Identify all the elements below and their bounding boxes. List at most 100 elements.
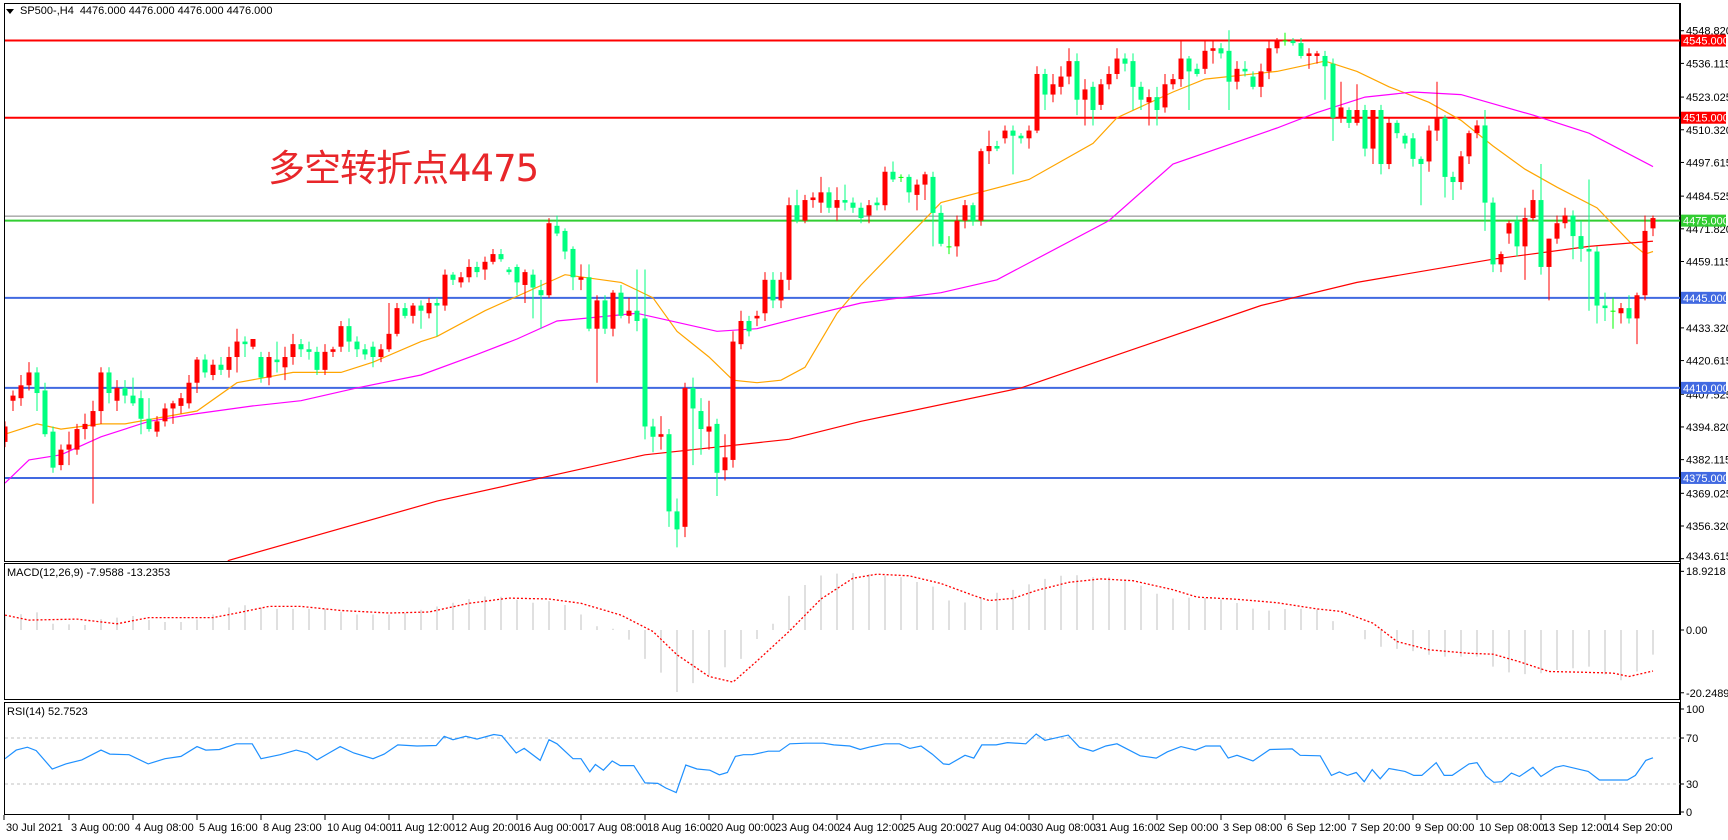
candle-body xyxy=(1098,84,1104,105)
time-label: 31 Aug 16:00 xyxy=(1095,822,1160,834)
candle-body xyxy=(378,349,384,358)
candle-body xyxy=(1074,61,1080,100)
candle-body xyxy=(554,225,560,234)
candle xyxy=(506,266,512,275)
candle-body xyxy=(1298,43,1304,56)
candle xyxy=(810,192,816,208)
candle xyxy=(1210,40,1216,64)
candle xyxy=(170,400,176,424)
candle-body xyxy=(1290,40,1296,44)
candle-body xyxy=(10,395,16,401)
candle-body xyxy=(1186,58,1192,72)
candle-body xyxy=(434,302,440,306)
candle xyxy=(314,346,320,376)
candle xyxy=(50,426,56,473)
candle xyxy=(394,302,400,337)
candle-body xyxy=(1194,68,1200,74)
candle-body xyxy=(394,308,400,334)
candle xyxy=(250,338,256,350)
candle xyxy=(1194,63,1200,77)
candle xyxy=(1242,61,1248,77)
candle xyxy=(586,264,592,332)
candle-body xyxy=(714,423,720,473)
candle xyxy=(290,333,296,365)
candle xyxy=(562,228,568,260)
candle-body xyxy=(234,341,240,358)
candle-body xyxy=(922,174,928,185)
candle xyxy=(906,174,912,203)
candle-body xyxy=(890,171,896,180)
dropdown-triangle-icon[interactable] xyxy=(6,8,14,14)
candle-body xyxy=(226,357,232,370)
candle xyxy=(1554,215,1560,244)
candle xyxy=(98,367,104,424)
candle xyxy=(602,295,608,334)
level-price-tag xyxy=(1681,111,1726,124)
candle xyxy=(466,259,472,283)
candle-body xyxy=(290,344,296,358)
candle-body xyxy=(906,176,912,193)
candle xyxy=(970,202,976,226)
candle-body xyxy=(1610,310,1616,312)
candle xyxy=(498,248,504,262)
symbol-timeframe: SP500-,H4 xyxy=(20,5,74,17)
candle xyxy=(402,302,408,319)
candle-body xyxy=(642,318,648,427)
candle-body xyxy=(1554,223,1560,239)
candle xyxy=(1258,63,1264,98)
time-label: 24 Aug 12:00 xyxy=(839,822,904,834)
candle xyxy=(858,202,864,224)
candle-body xyxy=(1602,305,1608,309)
time-label: 5 Aug 16:00 xyxy=(199,822,258,834)
time-label: 23 Aug 04:00 xyxy=(775,822,840,834)
candle xyxy=(1378,104,1384,175)
candle-body xyxy=(1386,122,1392,165)
candle-body xyxy=(1146,97,1152,103)
candle xyxy=(1314,50,1320,64)
rsi-pane-frame xyxy=(4,702,1680,815)
candle xyxy=(242,336,248,358)
candle-body xyxy=(90,411,96,427)
candle-body xyxy=(346,326,352,342)
candle-body xyxy=(946,246,952,248)
candle xyxy=(1538,164,1544,275)
candle-body xyxy=(170,403,176,409)
candle-body xyxy=(690,387,696,409)
candle-body xyxy=(1618,308,1624,314)
candle-body xyxy=(5,426,8,442)
candle-body xyxy=(466,266,472,278)
level-price-label: 4475.000 xyxy=(1683,216,1728,228)
candle xyxy=(1322,50,1328,100)
time-label: 3 Aug 00:00 xyxy=(71,822,130,834)
candle xyxy=(1290,37,1296,46)
candle xyxy=(930,171,936,247)
candle xyxy=(762,272,768,321)
candle xyxy=(338,320,344,352)
candle-body xyxy=(786,205,792,280)
time-label: 3 Sep 08:00 xyxy=(1223,822,1282,834)
candle xyxy=(34,367,40,412)
candle-body xyxy=(802,200,808,221)
candle-body xyxy=(322,351,328,370)
price-tick-label: 4343.615 xyxy=(1686,551,1728,563)
candle-body xyxy=(810,197,816,201)
rsi-axis-label: 70 xyxy=(1686,733,1698,745)
candle-body xyxy=(1626,308,1632,319)
candle xyxy=(426,297,432,319)
candle xyxy=(1490,197,1496,273)
candle-body xyxy=(1018,135,1024,139)
candle xyxy=(1162,73,1168,113)
candle-body xyxy=(1226,50,1232,82)
candle xyxy=(978,148,984,226)
candle-body xyxy=(1418,158,1424,165)
candle xyxy=(434,297,440,337)
rsi-label: RSI(14) 52.7523 xyxy=(7,706,88,718)
candle xyxy=(850,197,856,213)
candle xyxy=(570,246,576,291)
macd-axis-label: 18.9218 xyxy=(1686,566,1726,578)
candle-body xyxy=(1482,125,1488,203)
candle xyxy=(1514,215,1520,257)
candle xyxy=(202,354,208,378)
candle-body xyxy=(58,449,64,466)
